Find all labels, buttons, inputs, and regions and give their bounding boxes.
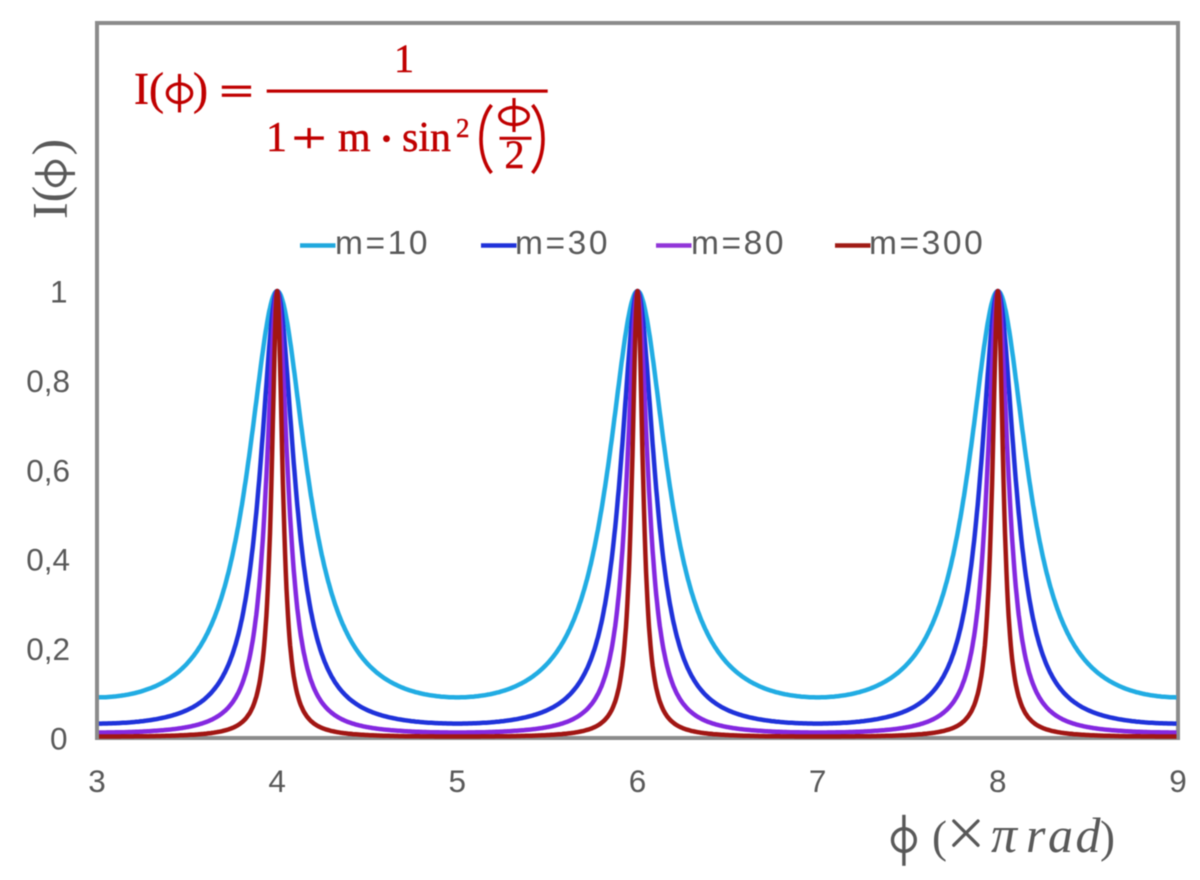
svg-text:0,4: 0,4 [26, 542, 70, 578]
svg-text:1: 1 [50, 274, 68, 310]
svg-text:2: 2 [456, 113, 470, 143]
svg-text:0: 0 [50, 721, 68, 757]
svg-text:3: 3 [88, 763, 106, 799]
svg-text:sin: sin [402, 115, 451, 161]
svg-text:I(: I( [134, 64, 164, 114]
svg-text:I(: I( [22, 186, 78, 219]
svg-text:): ) [1100, 812, 1115, 862]
svg-text:4: 4 [268, 763, 286, 799]
svg-text:0,8: 0,8 [26, 363, 70, 399]
svg-text:7: 7 [809, 763, 827, 799]
svg-text:2: 2 [505, 132, 525, 177]
svg-text:5: 5 [449, 763, 467, 799]
svg-text:0,6: 0,6 [26, 452, 70, 488]
svg-text:6: 6 [629, 763, 647, 799]
svg-text:): ) [193, 64, 208, 114]
svg-text:m=80: m=80 [691, 225, 786, 262]
svg-text:): ) [22, 139, 78, 156]
svg-text:9: 9 [1169, 763, 1187, 799]
svg-text:8: 8 [989, 763, 1007, 799]
svg-text:(: ( [932, 812, 947, 862]
svg-text:m=10: m=10 [335, 225, 430, 262]
svg-text:0,2: 0,2 [26, 631, 70, 667]
svg-text:m=300: m=300 [869, 225, 985, 262]
svg-text:1: 1 [394, 36, 414, 81]
svg-text:π: π [991, 807, 1019, 864]
svg-text:m=30: m=30 [515, 225, 610, 262]
svg-text:rad: rad [1026, 807, 1103, 863]
svg-text:m: m [338, 115, 371, 161]
svg-text:1: 1 [266, 115, 287, 161]
